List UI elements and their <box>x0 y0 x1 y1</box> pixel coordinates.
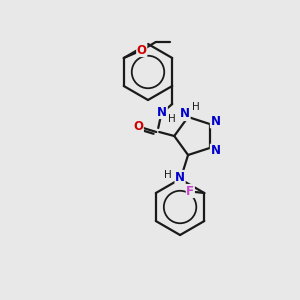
Text: N: N <box>210 115 220 128</box>
Text: H: H <box>164 170 172 180</box>
Text: F: F <box>186 184 194 197</box>
Text: H: H <box>192 102 200 112</box>
Text: O: O <box>137 44 147 56</box>
Text: N: N <box>210 144 220 157</box>
Text: N: N <box>180 107 190 121</box>
Text: N: N <box>157 106 167 118</box>
Text: O: O <box>133 119 143 133</box>
Text: H: H <box>168 114 176 124</box>
Text: N: N <box>175 170 185 184</box>
